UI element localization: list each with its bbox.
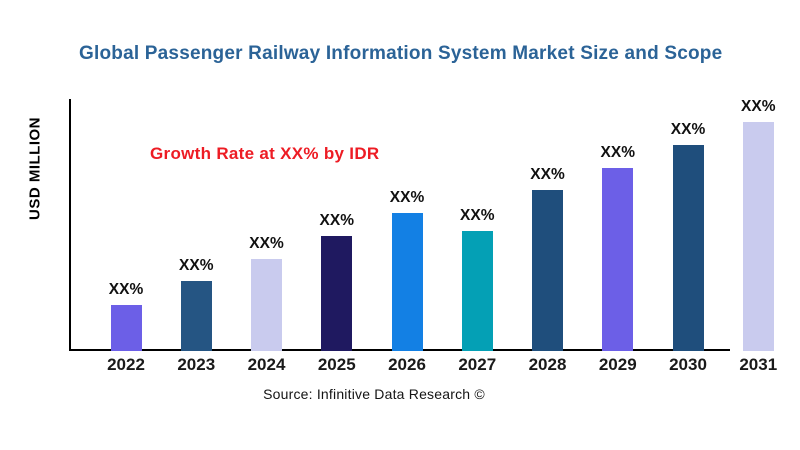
bar-value-label-2027: XX% <box>460 207 495 224</box>
x-tick-label-2024: 2024 <box>247 355 286 374</box>
bar-value-label-2028: XX% <box>530 166 565 183</box>
bar-value-label-2022: XX% <box>108 281 144 298</box>
chart-title: Global Passenger Railway Information Sys… <box>79 43 723 64</box>
bar-value-label-2030: XX% <box>670 121 706 138</box>
bar-2025 <box>321 236 353 351</box>
bar-2023 <box>180 281 212 351</box>
bar-value-label-2024: XX% <box>249 235 284 252</box>
y-axis-label: USD MILLION <box>26 117 44 220</box>
x-tick-label-2023: 2023 <box>177 355 216 374</box>
y-axis-line <box>69 99 71 351</box>
bar-value-label-2031: XX% <box>741 98 776 115</box>
x-tick-label-2026: 2026 <box>388 355 426 374</box>
source-note: Source: Infinitive Data Research © <box>263 386 485 402</box>
x-tick-label-2030: 2030 <box>669 355 707 374</box>
x-tick-label-2028: 2028 <box>528 355 567 374</box>
bar-2028 <box>532 190 563 351</box>
bar-2024 <box>251 259 282 351</box>
bar-2027 <box>461 231 493 351</box>
x-tick-label-2027: 2027 <box>458 355 497 374</box>
bar-2029 <box>602 168 634 351</box>
bar-2026 <box>391 213 423 351</box>
bar-value-label-2026: XX% <box>389 189 425 206</box>
x-tick-label-2031: 2031 <box>739 355 778 374</box>
bar-value-label-2025: XX% <box>319 212 354 229</box>
bar-2022 <box>110 305 142 351</box>
x-tick-label-2025: 2025 <box>317 355 356 374</box>
bar-2030 <box>672 145 704 351</box>
x-tick-label-2022: 2022 <box>107 355 145 374</box>
bar-2031 <box>742 122 774 351</box>
bar-value-label-2023: XX% <box>179 257 214 274</box>
x-tick-label-2029: 2029 <box>598 355 637 374</box>
bar-value-label-2029: XX% <box>600 144 635 161</box>
growth-rate-annotation: Growth Rate at XX% by IDR <box>150 144 380 163</box>
